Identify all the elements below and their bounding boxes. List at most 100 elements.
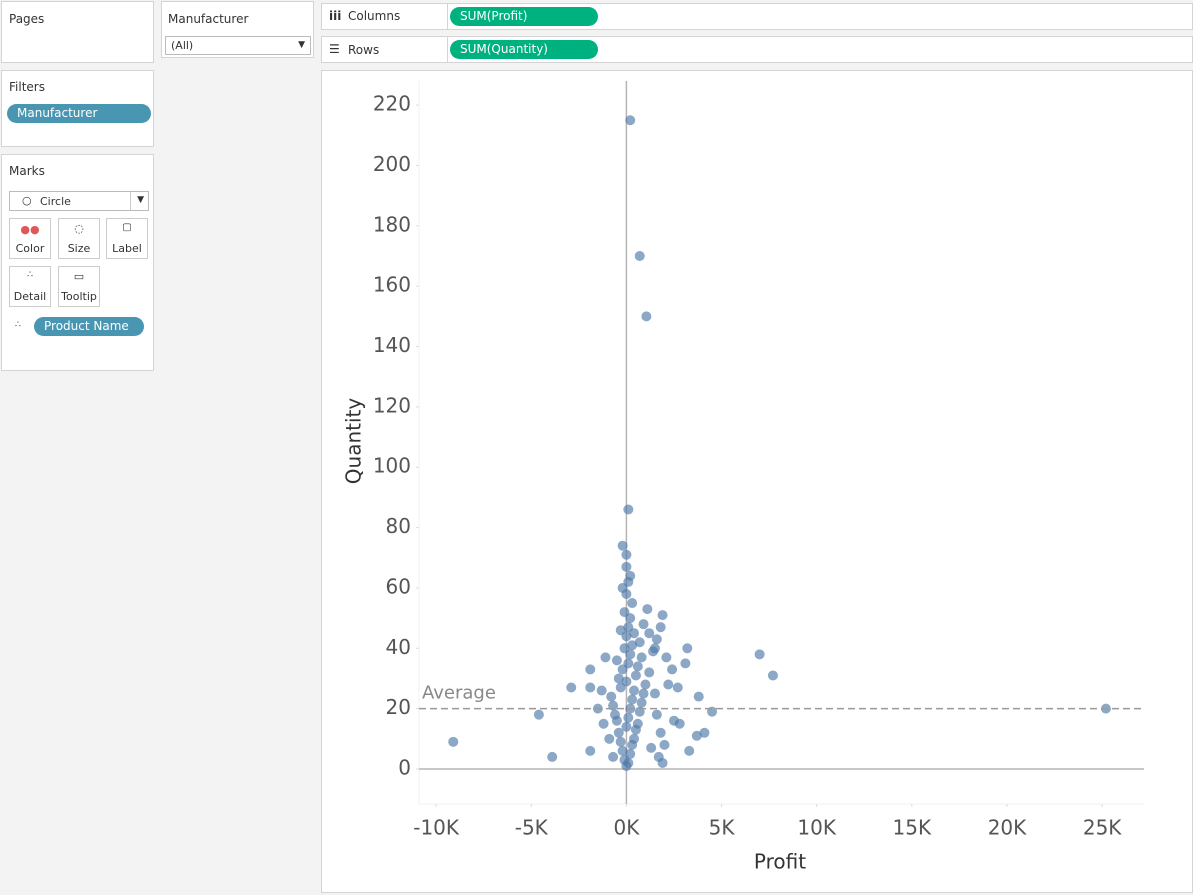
data-point <box>606 691 617 702</box>
icon: ◌ <box>74 222 84 235</box>
view-panel: Profit Quantity 0 20 40 60 80 100 120 140 160 180… <box>321 70 1193 893</box>
data-point <box>644 667 655 678</box>
data-point <box>615 736 626 747</box>
data-point <box>623 576 634 587</box>
rows-shelf: ☰ Rows SUM(Quantity) <box>321 36 1193 63</box>
panel-title: Marks <box>9 164 45 178</box>
data-point <box>657 610 668 621</box>
data-point <box>627 640 638 651</box>
dropdown-arrow: ▼ <box>137 195 144 205</box>
x-tick-label: -5K <box>515 816 549 840</box>
detail-pill[interactable]: Product Name <box>34 317 144 336</box>
data-point <box>691 730 702 741</box>
data-point <box>651 634 662 645</box>
data-point <box>649 688 660 699</box>
data-point <box>684 745 695 756</box>
detail-icon: ∴ <box>15 320 21 330</box>
tooltip-button[interactable]: ▭ Tooltip <box>58 266 100 307</box>
detail-button[interactable]: ∴ Detail <box>9 266 51 307</box>
shelf-icon: iii <box>329 9 342 23</box>
manufacturer-panel: Manufacturer (All) ▼ <box>161 1 314 58</box>
divider <box>447 37 448 62</box>
data-point <box>754 649 765 660</box>
data-point <box>623 658 634 669</box>
data-point <box>638 619 649 630</box>
data-point <box>547 751 558 762</box>
data-point <box>672 682 683 693</box>
row-pill[interactable]: SUM(Quantity) <box>450 40 598 59</box>
dropdown-value: (All) <box>171 39 194 52</box>
data-point <box>655 622 666 633</box>
data-point <box>621 676 632 687</box>
data-point <box>693 691 704 702</box>
data-point <box>625 748 636 759</box>
button-label: Label <box>112 242 142 255</box>
data-point <box>613 727 624 738</box>
data-point <box>644 628 655 639</box>
data-point <box>646 742 657 753</box>
x-tick-label: 25K <box>1083 816 1122 840</box>
y-tick-label: 60 <box>386 574 411 598</box>
x-tick-label: 10K <box>797 816 836 840</box>
data-point <box>630 670 641 681</box>
size-button[interactable]: ◌ Size <box>58 218 100 259</box>
data-point <box>629 685 640 696</box>
dropdown-value: Circle <box>40 195 71 208</box>
data-point <box>533 709 544 720</box>
data-point <box>617 745 628 756</box>
shelf-label: Columns <box>348 9 401 23</box>
x-tick-label: 20K <box>988 816 1027 840</box>
icon: ∴ <box>27 270 33 280</box>
button-label: Size <box>67 242 91 255</box>
icon: ▭ <box>73 270 85 283</box>
data-point <box>699 727 710 738</box>
y-tick-label: 40 <box>386 635 411 659</box>
data-point <box>655 727 666 738</box>
circle-icon: ○ <box>22 194 32 207</box>
y-tick-label: 0 <box>398 755 411 779</box>
data-point <box>596 685 607 696</box>
data-point <box>680 658 691 669</box>
mark-type-dropdown[interactable]: ○ Circle ▼ <box>9 191 149 211</box>
y-tick-label: 120 <box>373 393 411 417</box>
data-point <box>767 670 778 681</box>
x-tick-label: -10K <box>413 816 460 840</box>
data-point <box>621 721 632 732</box>
data-point <box>585 682 596 693</box>
data-point <box>609 709 620 720</box>
data-point <box>651 709 662 720</box>
y-tick-label: 180 <box>373 212 411 236</box>
data-point <box>659 739 670 750</box>
data-point <box>619 607 630 618</box>
button-label: Detail <box>13 290 47 303</box>
dropdown[interactable]: (All) ▼ <box>165 36 311 55</box>
data-point <box>608 751 619 762</box>
data-point <box>611 655 622 666</box>
y-tick-label: 220 <box>373 92 411 116</box>
divider <box>130 192 131 210</box>
data-point <box>638 688 649 699</box>
filter-pill[interactable]: Manufacturer <box>7 104 151 123</box>
x-axis-title: Profit <box>754 850 806 874</box>
panel-title: Manufacturer <box>168 12 249 26</box>
x-tick-label: 15K <box>893 816 932 840</box>
data-point <box>619 643 630 654</box>
y-tick-label: 200 <box>373 152 411 176</box>
data-point <box>632 661 643 672</box>
data-point <box>585 664 596 675</box>
pages-panel: Pages <box>1 1 154 63</box>
column-pill[interactable]: SUM(Profit) <box>450 7 598 26</box>
y-tick-label: 140 <box>373 333 411 357</box>
data-point <box>625 115 636 126</box>
data-point <box>636 652 647 663</box>
data-point <box>627 598 638 609</box>
data-point <box>636 697 647 708</box>
label-button[interactable]: ▢ Label <box>106 218 148 259</box>
dropdown-arrow: ▼ <box>298 40 305 50</box>
color-button[interactable]: ●● Color <box>9 218 51 259</box>
data-point <box>632 718 643 729</box>
data-point <box>621 561 632 572</box>
data-point <box>642 604 653 615</box>
y-axis-title: Quantity <box>342 398 366 485</box>
filters-panel: Filters Manufacturer <box>1 70 154 147</box>
